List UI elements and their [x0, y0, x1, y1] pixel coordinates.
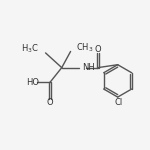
Text: NH: NH: [82, 63, 95, 72]
Text: O: O: [47, 98, 53, 107]
Text: HO: HO: [26, 78, 39, 87]
Text: H$_3$C: H$_3$C: [21, 42, 39, 55]
Text: Cl: Cl: [114, 98, 123, 107]
Text: O: O: [94, 45, 101, 54]
Text: CH$_3$: CH$_3$: [76, 42, 93, 54]
